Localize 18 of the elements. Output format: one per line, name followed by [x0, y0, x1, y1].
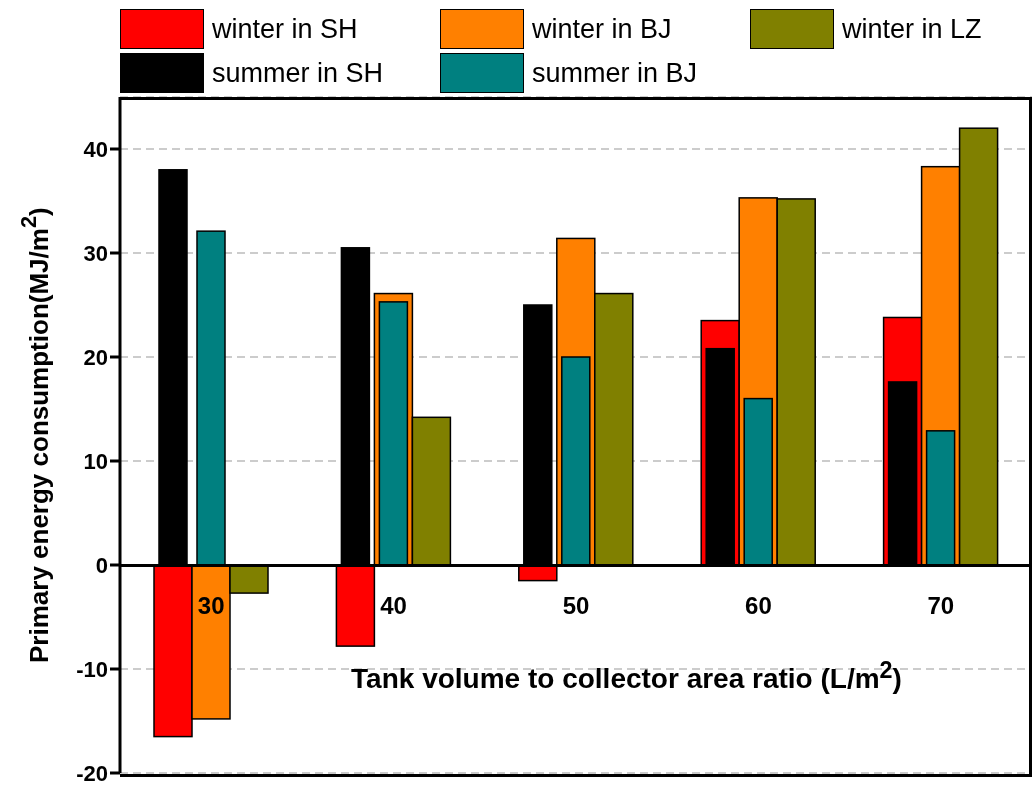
y-tick-label: 0	[95, 552, 108, 578]
legend-label: winter in SH	[212, 13, 358, 45]
x-axis-title: Tank volume to collector area ratio (L/m$^{2}$)	[350, 656, 903, 696]
y-tick-label: -10	[76, 656, 108, 682]
legend-label: summer in BJ	[532, 57, 698, 89]
legend-label: summer in SH	[212, 57, 384, 89]
y-tick-label: 30	[83, 240, 108, 266]
x-tick-label: 40	[380, 591, 407, 619]
y-tick-label: -20	[76, 760, 108, 786]
legend-label: winter in LZ	[842, 13, 982, 45]
x-tick-label: 70	[927, 591, 955, 619]
x-tick-label: 50	[562, 591, 590, 619]
x-tick-label: 60	[745, 591, 772, 619]
y-tick-label: 10	[83, 448, 108, 474]
y-tick-label: 40	[83, 136, 108, 162]
x-tick-label: 30	[197, 591, 225, 619]
legend-label: winter in BJ	[532, 13, 672, 45]
y-tick-label: 20	[83, 344, 108, 370]
